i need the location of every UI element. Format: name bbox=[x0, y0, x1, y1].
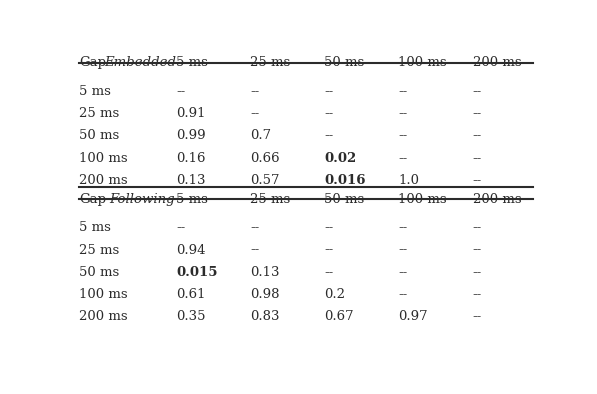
Text: --: -- bbox=[399, 288, 408, 301]
Text: --: -- bbox=[399, 130, 408, 143]
Text: 5 ms: 5 ms bbox=[79, 221, 111, 234]
Text: --: -- bbox=[473, 107, 482, 120]
Text: --: -- bbox=[325, 85, 334, 98]
Text: 200 ms: 200 ms bbox=[473, 56, 521, 69]
Text: 0.02: 0.02 bbox=[325, 152, 357, 165]
Text: --: -- bbox=[473, 130, 482, 143]
Text: --: -- bbox=[399, 266, 408, 279]
Text: 0.015: 0.015 bbox=[177, 266, 218, 279]
Text: 0.16: 0.16 bbox=[177, 152, 206, 165]
Text: 0.35: 0.35 bbox=[177, 310, 206, 323]
Text: 100 ms: 100 ms bbox=[399, 193, 447, 206]
Text: --: -- bbox=[251, 243, 260, 256]
Text: --: -- bbox=[399, 85, 408, 98]
Text: 50 ms: 50 ms bbox=[325, 193, 365, 206]
Text: --: -- bbox=[177, 221, 186, 234]
Text: 50 ms: 50 ms bbox=[79, 130, 119, 143]
Text: 50 ms: 50 ms bbox=[325, 56, 365, 69]
Text: Gap-: Gap- bbox=[79, 56, 111, 69]
Text: 100 ms: 100 ms bbox=[79, 288, 128, 301]
Text: --: -- bbox=[473, 288, 482, 301]
Text: 200 ms: 200 ms bbox=[473, 193, 521, 206]
Text: 0.13: 0.13 bbox=[177, 174, 206, 187]
Text: 5 ms: 5 ms bbox=[177, 193, 208, 206]
Text: 0.83: 0.83 bbox=[251, 310, 280, 323]
Text: 25 ms: 25 ms bbox=[251, 193, 291, 206]
Text: 100 ms: 100 ms bbox=[79, 152, 128, 165]
Text: 0.7: 0.7 bbox=[251, 130, 272, 143]
Text: 0.67: 0.67 bbox=[325, 310, 354, 323]
Text: --: -- bbox=[177, 85, 186, 98]
Text: 0.97: 0.97 bbox=[399, 310, 428, 323]
Text: 200 ms: 200 ms bbox=[79, 174, 128, 187]
Text: 25 ms: 25 ms bbox=[79, 107, 119, 120]
Text: --: -- bbox=[325, 130, 334, 143]
Text: --: -- bbox=[473, 221, 482, 234]
Text: --: -- bbox=[473, 85, 482, 98]
Text: --: -- bbox=[473, 266, 482, 279]
Text: 0.016: 0.016 bbox=[325, 174, 366, 187]
Text: --: -- bbox=[325, 243, 334, 256]
Text: Following: Following bbox=[109, 193, 175, 206]
Text: 25 ms: 25 ms bbox=[79, 243, 119, 256]
Text: 0.66: 0.66 bbox=[251, 152, 280, 165]
Text: --: -- bbox=[473, 243, 482, 256]
Text: 0.99: 0.99 bbox=[177, 130, 206, 143]
Text: Gap-: Gap- bbox=[79, 193, 111, 206]
Text: --: -- bbox=[251, 221, 260, 234]
Text: 50 ms: 50 ms bbox=[79, 266, 119, 279]
Text: --: -- bbox=[251, 85, 260, 98]
Text: --: -- bbox=[325, 266, 334, 279]
Text: Embedded: Embedded bbox=[104, 56, 177, 69]
Text: --: -- bbox=[473, 174, 482, 187]
Text: 5 ms: 5 ms bbox=[79, 85, 111, 98]
Text: 0.57: 0.57 bbox=[251, 174, 280, 187]
Text: --: -- bbox=[399, 243, 408, 256]
Text: --: -- bbox=[473, 310, 482, 323]
Text: 0.13: 0.13 bbox=[251, 266, 280, 279]
Text: 5 ms: 5 ms bbox=[177, 56, 208, 69]
Text: 0.2: 0.2 bbox=[325, 288, 346, 301]
Text: 200 ms: 200 ms bbox=[79, 310, 128, 323]
Text: 0.98: 0.98 bbox=[251, 288, 280, 301]
Text: --: -- bbox=[251, 107, 260, 120]
Text: --: -- bbox=[399, 107, 408, 120]
Text: --: -- bbox=[325, 107, 334, 120]
Text: --: -- bbox=[473, 152, 482, 165]
Text: --: -- bbox=[399, 221, 408, 234]
Text: 100 ms: 100 ms bbox=[399, 56, 447, 69]
Text: 1.0: 1.0 bbox=[399, 174, 420, 187]
Text: 0.91: 0.91 bbox=[177, 107, 206, 120]
Text: --: -- bbox=[399, 152, 408, 165]
Text: 0.94: 0.94 bbox=[177, 243, 206, 256]
Text: 25 ms: 25 ms bbox=[251, 56, 291, 69]
Text: 0.61: 0.61 bbox=[177, 288, 206, 301]
Text: --: -- bbox=[325, 221, 334, 234]
